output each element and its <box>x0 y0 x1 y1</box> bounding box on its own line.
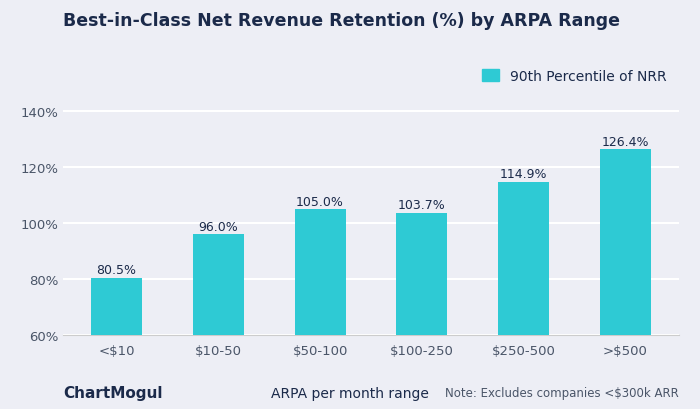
Text: 114.9%: 114.9% <box>500 168 547 180</box>
Bar <box>91 278 142 335</box>
Bar <box>498 182 550 335</box>
Bar <box>193 235 244 335</box>
Text: 80.5%: 80.5% <box>97 263 136 276</box>
Text: Best-in-Class Net Revenue Retention (%) by ARPA Range: Best-in-Class Net Revenue Retention (%) … <box>63 12 620 30</box>
Bar <box>295 210 346 335</box>
Text: 105.0%: 105.0% <box>296 195 344 208</box>
Text: 126.4%: 126.4% <box>602 135 650 148</box>
Bar <box>600 150 651 335</box>
Text: Note: Excludes companies <$300k ARR: Note: Excludes companies <$300k ARR <box>445 386 679 399</box>
Text: ChartMogul: ChartMogul <box>63 385 162 400</box>
Text: ARPA per month range: ARPA per month range <box>271 386 429 400</box>
Legend: 90th Percentile of NRR: 90th Percentile of NRR <box>477 64 672 89</box>
Text: 96.0%: 96.0% <box>198 220 238 233</box>
Text: 103.7%: 103.7% <box>398 199 446 212</box>
Bar <box>396 213 447 335</box>
